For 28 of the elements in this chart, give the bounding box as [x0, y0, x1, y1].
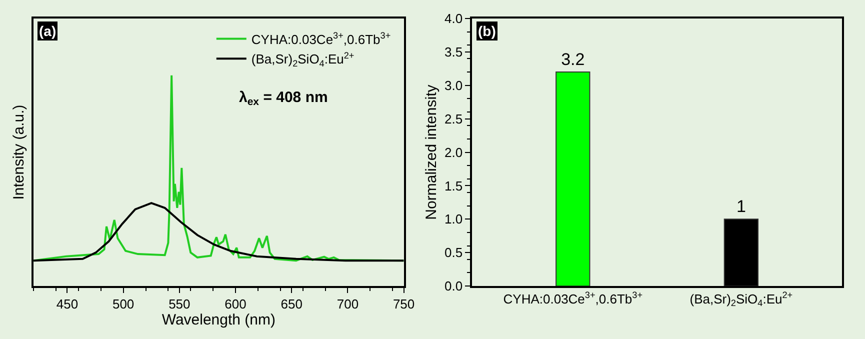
legend-label: CYHA:0.03Ce$^{3+}$,0.6Tb$^{3+}$ [251, 30, 391, 47]
x-tick-label: 450 [56, 296, 78, 312]
text: (a) [39, 23, 56, 39]
x-tick-label: CYHA:0.03Ce$^{3+}$,0.6Tb$^{3+}$ [503, 290, 643, 306]
y-tick-label: 1.0 [444, 212, 463, 227]
y-tick-label: 2.0 [444, 144, 463, 160]
data-label: 3.2 [561, 50, 585, 69]
x-tick-label: 700 [336, 296, 359, 312]
y-tick-label: 3.0 [444, 78, 463, 93]
y-tick-label: 4.0 [444, 11, 463, 26]
x-tick-label: 500 [112, 296, 134, 312]
y-axis-title: Normalized intensity [423, 84, 440, 220]
y-axis-title: Intensity (a.u.) [10, 104, 28, 200]
y-tick-label: 1.5 [444, 178, 463, 194]
x-tick-label: (Ba,Sr)$_{2}$SiO$_{4}$:Eu$^{2+}$ [690, 290, 793, 308]
x-tick-label: 550 [168, 296, 190, 312]
x-tick-label: 650 [280, 296, 302, 312]
y-tick-label: 0.5 [444, 245, 463, 260]
y-tick-label: 3.5 [444, 44, 463, 60]
y-tick-label: 0.0 [444, 278, 463, 294]
annotation: (b) [478, 23, 496, 39]
data-label: 1 [736, 197, 746, 216]
x-tick-label: 600 [224, 296, 246, 312]
y-tick-label: 2.5 [444, 111, 463, 126]
x-axis-title: Wavelength (nm) [162, 311, 276, 328]
x-tick-label: 750 [392, 296, 415, 312]
annotation: λ$_{ex}$ = 408 nm [239, 89, 328, 108]
legend-label: (Ba,Sr)$_{2}$SiO$_{4}$:Eu$^{2+}$ [251, 50, 354, 68]
